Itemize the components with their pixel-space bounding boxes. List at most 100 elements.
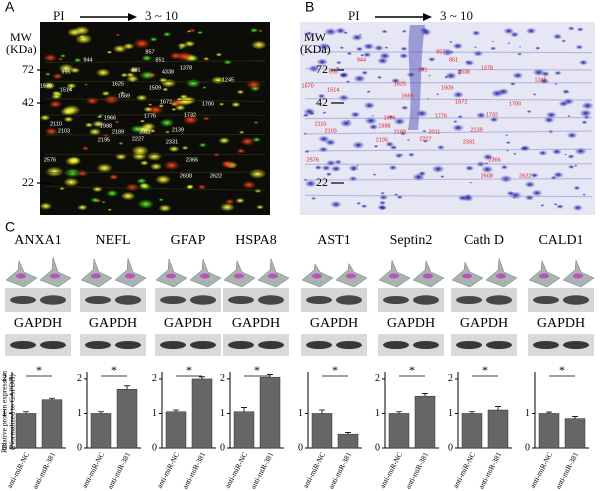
gel-spot [158,198,164,202]
error-bar [173,409,179,412]
spot-label: 2576 [44,157,56,163]
pi-label: PI [53,8,65,23]
gel-spot [141,122,156,131]
gel-spot [401,29,407,33]
y-tick-label: 0 [448,442,453,453]
gel-spot [181,145,189,150]
gel-spot [512,72,524,79]
gel-spot [136,177,147,184]
spot-label: 891 [131,67,140,73]
panel-label: C [5,219,15,235]
y-tick-label: 1 [298,408,303,419]
gel-spot [519,146,528,152]
gel-spot [51,73,64,80]
gel-spot [526,109,532,114]
gel-spot [491,40,495,43]
gel-spot [330,165,342,173]
blot-band [533,341,559,349]
blot-band [160,296,186,304]
gel-spot [176,96,193,106]
gel-spot [406,138,411,141]
gel-spot [381,29,388,34]
gel-spot [231,101,241,108]
gel-spot [198,142,207,148]
significance-mark: * [254,363,260,377]
gel-spot [139,70,155,80]
spot-label: 2189 [112,129,124,135]
panel-label: A [5,0,15,15]
blot-band [533,296,559,304]
peak-spot [91,273,101,279]
blot-band [258,295,284,305]
gel-spot [248,168,267,179]
spot-label: 2622 [519,173,531,179]
bar [564,418,586,449]
gel-spot [532,93,537,96]
gel-spot [475,112,487,119]
protein-name: Septin2 [390,233,433,248]
y-tick-label: 1 [2,408,7,419]
gel-spot [481,165,494,174]
gel-spot [452,42,464,50]
peak-spot [268,273,278,279]
gel-spot [353,74,366,83]
gel-spot [96,115,103,119]
gel-spot [107,208,112,212]
gel-spot [572,204,583,211]
gel-spot [318,42,331,51]
error-bar [23,411,29,414]
gel-spot [482,153,494,161]
spot-label: 2608 [180,173,192,179]
gel-spot [221,160,236,169]
mw-mark: 72 [316,62,328,76]
error-bar [546,411,552,414]
gel-spot [73,57,82,63]
bar [388,413,410,449]
spot-label: 2139 [471,127,483,133]
blot-band [258,341,284,349]
spot-label: 1245 [535,77,547,83]
gel-streak [304,51,593,54]
gel-spot [143,106,153,113]
spot-label: 2331 [463,139,475,145]
gel-spot [524,181,536,188]
gel-spot [318,135,330,143]
gel-spot [371,114,375,117]
spot-label: 2110 [315,121,327,127]
gel-spot [257,29,264,33]
spot-label: 1988 [378,123,390,129]
pi-label: PI [348,8,360,23]
gel-spot [322,111,327,115]
peak-surface [39,256,72,288]
loading-control: GAPDH [537,316,585,331]
protein-name: AST1 [317,233,350,248]
spot-label: 1700 [202,101,214,107]
mw-label: MW [10,30,33,44]
blot-band [115,341,141,349]
blot-band [383,341,409,349]
protein-name: NEFL [96,233,131,248]
loading-control: GAPDH [14,316,62,331]
gel-spot [158,204,172,212]
gel-spot [576,27,584,32]
gel-spot [77,204,88,211]
gel-spot [162,87,169,92]
gel-spot [159,118,175,128]
gel-spot [101,200,106,204]
gel-spot [126,75,139,83]
blot-band [228,296,254,304]
blot-band [336,341,362,349]
error-bar [422,393,428,397]
spot-label: 2139 [172,127,184,133]
gel-spot [118,141,124,146]
gel-streak [44,171,266,174]
gel-spot [96,163,113,173]
gel-spot [45,72,51,76]
gel-spot [339,46,345,50]
gel-spot [252,137,262,143]
gel-spot [43,53,58,62]
gel-spot [448,40,453,44]
y-tick-label: 1 [220,408,225,419]
spot-label: 1700 [509,101,521,107]
gel-spot [42,82,56,90]
